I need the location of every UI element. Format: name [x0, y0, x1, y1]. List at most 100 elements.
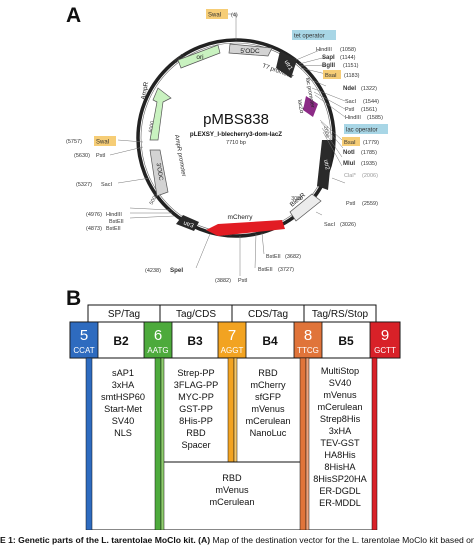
scale-5000: 5000: [149, 193, 160, 206]
site-spei-pos: (4238): [145, 268, 161, 274]
odc3-label: 3'ODC: [154, 163, 163, 182]
b3-part: GST-PP: [179, 404, 213, 414]
b5-part: 8HisHA: [324, 462, 356, 472]
overhang-8-box: [293, 321, 323, 359]
ampr-label: AmpR: [140, 81, 150, 100]
stripe-green-2: [160, 357, 165, 530]
slot-b5-label: B5: [338, 334, 354, 348]
site-spei: SpeI: [170, 267, 183, 274]
stripe-orange: [227, 357, 235, 463]
site-bsteii-4: BstEII: [109, 219, 124, 225]
bsai-2-box: [342, 137, 360, 146]
overhang-6-num: 6: [154, 327, 162, 344]
mcherry-label: mCherry: [228, 214, 254, 221]
tet-operator-label: tet operator: [294, 34, 325, 40]
stripe-darkorange: [299, 357, 307, 530]
b4-part: mCerulean: [246, 416, 291, 426]
b5-part: 3xHA: [329, 426, 352, 436]
caption-bold: E 1: Genetic parts of the L. tarentolae …: [0, 535, 211, 545]
site-sapi-pos: (1144): [340, 55, 356, 61]
group-sp-tag: SP/Tag: [108, 309, 140, 320]
utr1-feature: [276, 51, 297, 78]
overhang-6-box: [143, 321, 173, 359]
overhang-6-seq: AATG: [147, 346, 168, 355]
site-bsai-1-pos: (1183): [344, 73, 360, 79]
overhang-7-num: 7: [228, 327, 236, 344]
overhang-8-num: 8: [304, 327, 312, 344]
site-bsai-2: BsaI: [344, 140, 356, 146]
b3-part: 3FLAG-PP: [174, 380, 218, 390]
b2-part: NLS: [114, 428, 132, 438]
site-psti-2-pos: (2559): [362, 201, 378, 207]
site-saci-1-pos: (1544): [363, 99, 379, 105]
overhang-7-box: [217, 321, 247, 359]
site-sapi: SapI: [322, 55, 335, 61]
b3-part: 8His-PP: [179, 416, 213, 426]
site-hindiii-2: HindIII: [345, 115, 361, 121]
overhang-5-box: [69, 321, 99, 359]
plasmid-map: A 1000 2000 3000 4000 5000 6000 7000 ori…: [66, 4, 388, 284]
bsai-1-box: [323, 70, 341, 79]
plasmid-size: 7710 bp: [226, 140, 246, 146]
b4-part: RBD: [258, 368, 278, 378]
b5-part: 8HisSP20HA: [313, 474, 367, 484]
site-bsteii-1-pos: (3682): [285, 254, 301, 260]
b4-part: sfGFP: [255, 392, 281, 402]
b3-part: Strep-PP: [177, 368, 214, 378]
site-psti-1-pos: (1561): [361, 107, 377, 113]
site-bsteii-2-pos: (3727): [278, 267, 294, 273]
b2-part: 3xHA: [112, 380, 135, 390]
plasmid-name: pMBS838: [203, 111, 269, 128]
odc3-feature: [149, 149, 169, 197]
utr3-feature: [176, 215, 199, 231]
utr3-label: utr3: [182, 220, 194, 229]
b5-part: ER-DGDL: [319, 486, 360, 496]
b4-part: mVenus: [251, 404, 285, 414]
overhang-9-num: 9: [381, 327, 389, 344]
b3-part: Spacer: [181, 440, 210, 450]
b4-part: mCherry: [250, 380, 286, 390]
b2-part: SV40: [112, 416, 134, 426]
slot-b4-label: B4: [262, 334, 278, 348]
site-hindiii-3: HindIII: [106, 212, 122, 218]
site-psti-2: PstI: [346, 201, 356, 207]
site-bsteii-3-pos: (4873): [86, 226, 102, 232]
overhang-5-seq: CCAT: [73, 346, 94, 355]
overhang-9-box: [369, 321, 401, 359]
b5-part: HA8His: [324, 450, 356, 460]
b5-part: MultiStop: [321, 366, 359, 376]
odc5-label: 5'ODC: [240, 48, 260, 55]
b2-part: Start-Met: [104, 404, 142, 414]
stripe-green: [154, 357, 162, 530]
overhang-5-num: 5: [80, 327, 88, 344]
bleor-feature: [289, 193, 322, 222]
panel-a-letter: A: [66, 4, 81, 27]
lac-operator-box: [344, 124, 388, 134]
b5-part: TEV-GST: [320, 438, 360, 448]
b2-part: sAP1: [112, 368, 134, 378]
site-swai-2-pos: (5757): [66, 139, 82, 145]
b3-part: MYC-PP: [178, 392, 214, 402]
plasmid-subtitle: pLEXSY_I-blecherry3-dom-lacZ: [190, 131, 282, 138]
site-psti-4-pos: (5630): [74, 153, 90, 159]
slot-b2-label: B2: [113, 334, 129, 348]
overhang-7-seq: AGGT: [221, 346, 244, 355]
ori-label: ori: [196, 54, 203, 61]
site-mlui: MluI: [343, 161, 355, 167]
site-bsai-2-pos: (1779): [363, 140, 379, 146]
site-noti-pos: (1785): [361, 150, 377, 156]
b34-part: mVenus: [215, 485, 249, 495]
slot-b3-label: B3: [187, 334, 203, 348]
utr1-label: utr1: [283, 60, 294, 73]
site-hindiii-3-pos: (4976): [86, 212, 102, 218]
site-saci-3: SacI: [101, 182, 112, 188]
site-noti: NotI: [343, 150, 355, 156]
scale-6000: 6000: [148, 121, 156, 134]
site-saci-1: SacI: [345, 99, 356, 105]
b34-part: RBD: [222, 473, 242, 483]
stripe-red: [371, 357, 378, 530]
lac-promoter-label: lac promoter: [304, 77, 315, 108]
tet-operator-box: [292, 30, 336, 40]
utr2-feature: [317, 140, 333, 190]
site-bsai-1: BsaI: [325, 73, 337, 79]
